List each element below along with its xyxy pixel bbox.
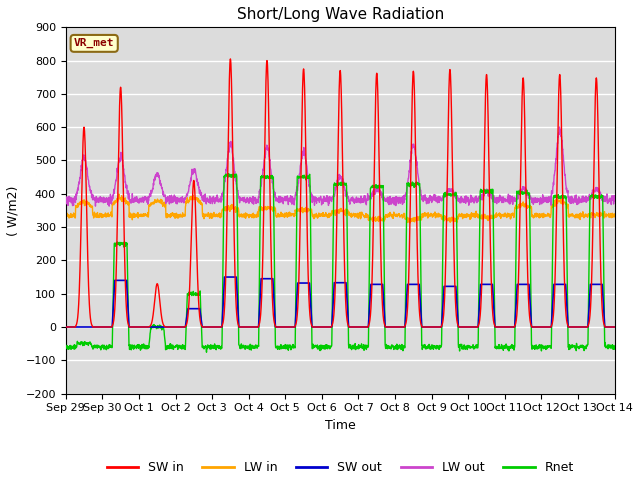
Text: VR_met: VR_met (74, 38, 115, 48)
X-axis label: Time: Time (324, 419, 356, 432)
Y-axis label: ( W/m2): ( W/m2) (7, 185, 20, 236)
Legend: SW in, LW in, SW out, LW out, Rnet: SW in, LW in, SW out, LW out, Rnet (102, 456, 579, 479)
Title: Short/Long Wave Radiation: Short/Long Wave Radiation (237, 7, 444, 22)
